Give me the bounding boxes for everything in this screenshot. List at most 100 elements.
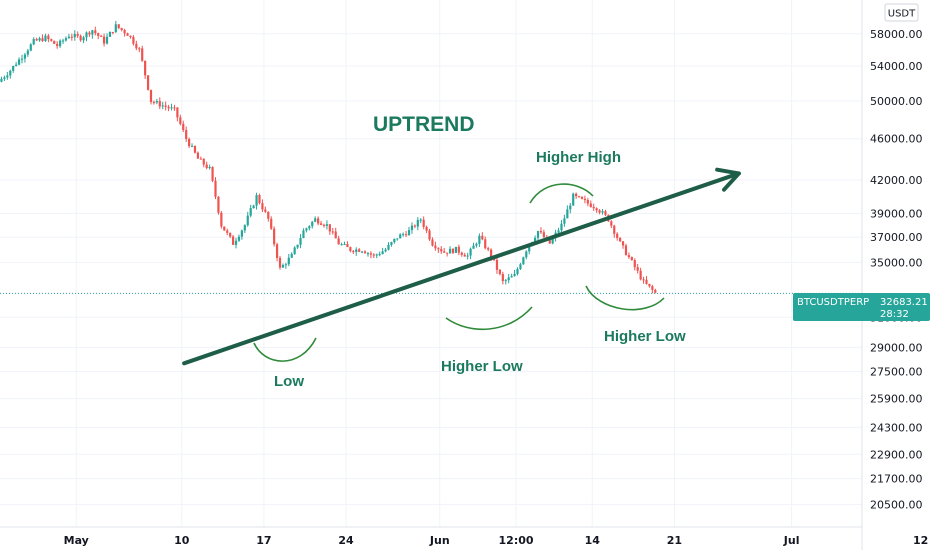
candle [120,27,123,32]
y-tick-label: 54000.00 [870,60,923,73]
candle [278,255,282,270]
candle [246,211,249,227]
candle [73,30,76,41]
candle [586,197,589,207]
y-axis[interactable]: 58000.00 54000.00 50000.00 46000.00 42000.00… [861,0,923,550]
candle-body [264,209,267,212]
candle-body [305,228,308,231]
candle [610,220,613,229]
candle-body [490,249,493,258]
candle-body [572,193,575,206]
candle-body [654,289,657,293]
candle [229,232,232,239]
candle [32,37,35,46]
candle-body [360,251,364,253]
candle-body [645,279,648,284]
candle [91,29,94,39]
x-tick-label: 24 [338,534,354,547]
candle-body [144,60,147,76]
candle-body [616,233,619,238]
candle-body [47,35,50,40]
candle-body [70,36,73,38]
candle [360,250,364,254]
candle-body [314,218,317,222]
higher-low-label-2: Higher Low [604,328,686,345]
candle-body [53,40,56,44]
candle [20,54,24,64]
higher-high-curve[interactable] [529,183,594,204]
candle-body [390,242,393,245]
candle-body [322,224,326,226]
higher-low-curve-2[interactable] [585,285,665,311]
candle-layer [0,20,657,294]
candle [448,246,452,254]
candle [258,193,261,205]
candle-body [155,101,158,103]
candle-body [507,277,510,281]
candle-body [64,38,68,41]
candle-body [246,215,249,226]
candle [481,232,484,241]
candle-body [243,225,246,231]
candle-body [56,43,59,47]
y-tick-label: 39000.00 [870,207,923,220]
candle-body [624,245,628,256]
candle-body [580,196,584,199]
candle [146,75,150,91]
candle [144,60,147,79]
higher-high-label: Higher High [536,149,621,166]
candle-body [399,234,402,239]
candle-body [560,223,563,231]
x-axis[interactable]: May 10 17 24 Jun 12:00 14 21 Jul 12 [0,526,928,547]
candle-body [589,203,592,207]
candle [396,238,399,241]
candle [290,252,293,259]
candle-body [185,130,188,139]
candle [88,31,91,37]
candle [305,227,308,233]
y-tick-label: 35000.00 [870,256,923,269]
candle [164,101,167,111]
candle [437,247,440,253]
candle [193,145,197,154]
candle-body [463,254,466,257]
candle-body [434,245,437,249]
candle [654,288,657,294]
candle [135,40,138,51]
currency-selector[interactable]: USDT [884,3,919,22]
candle-body [117,24,120,29]
candle-body [296,244,299,248]
candle-body [211,166,214,181]
candle [331,227,334,235]
candle [407,226,411,236]
current-price-label: BTCUSDTPERP 32683.21 28:32 [793,293,930,321]
candle-body [44,35,47,41]
candle-body [642,279,645,281]
y-tick-label: 42000.00 [870,174,923,187]
candle-body [261,203,264,210]
candle [651,284,654,294]
candle-body [199,158,202,160]
candle-body [334,231,337,239]
low-curve[interactable] [253,337,317,362]
candle-body [504,280,507,282]
candle [29,43,32,52]
candle [639,267,642,281]
candle [495,256,499,274]
candle-body [281,264,285,268]
candle-body [290,253,293,258]
candle [170,103,173,111]
trendline[interactable] [182,171,741,366]
candle [460,251,463,257]
candle-body [525,251,528,258]
candle [563,214,566,227]
candle [410,222,414,234]
candle [53,40,56,45]
higher-low-curve-1[interactable] [445,306,533,331]
candle-body [566,209,569,219]
shape-layer [182,167,741,366]
candle [645,276,648,285]
candle [428,228,431,241]
candle-body [170,107,173,109]
